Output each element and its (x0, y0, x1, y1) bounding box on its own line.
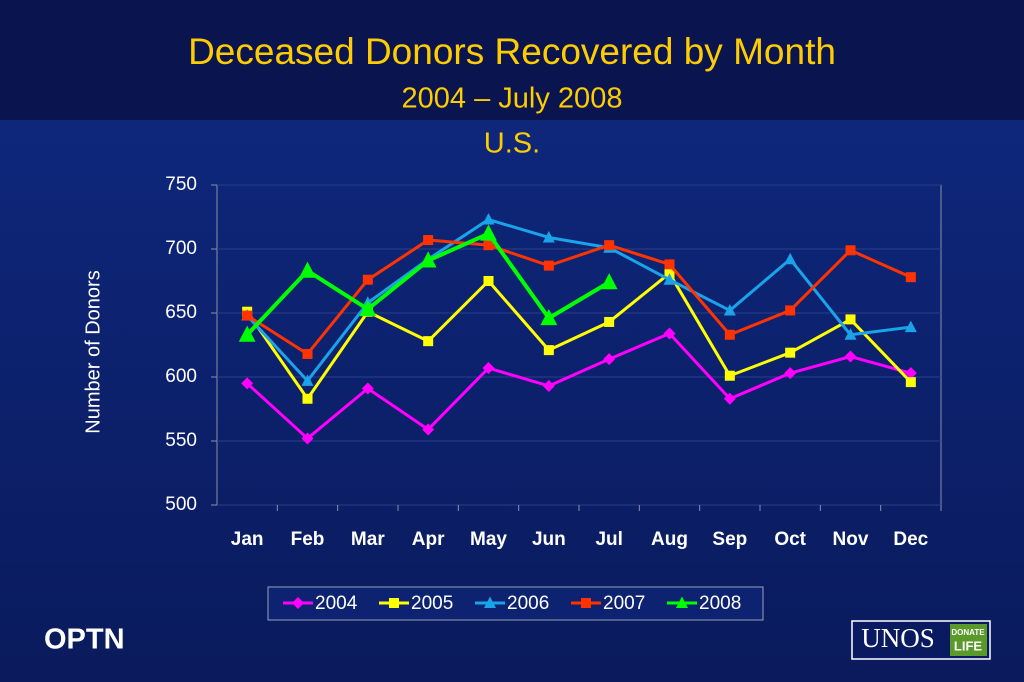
data-point (663, 327, 676, 340)
data-point (361, 382, 374, 395)
chart-title: Deceased Donors Recovered by Month (188, 31, 836, 72)
data-point (242, 310, 253, 321)
data-point (904, 320, 917, 333)
y-tick-label: 550 (165, 430, 197, 451)
legend-label: 2006 (507, 593, 549, 614)
legend-label: 2008 (699, 593, 741, 614)
data-point (904, 367, 917, 380)
footer-left: OPTN (44, 624, 125, 656)
data-point (600, 273, 618, 290)
legend-marker (581, 598, 591, 608)
data-point (299, 261, 316, 278)
data-point (724, 370, 735, 381)
data-point (723, 392, 736, 405)
legend-label: 2007 (603, 593, 645, 614)
data-point (482, 213, 495, 225)
data-point (301, 432, 314, 445)
legend-marker (389, 598, 399, 608)
x-tick-label: Oct (774, 529, 806, 550)
legend-marker (484, 596, 496, 608)
data-point (302, 393, 313, 404)
data-point (845, 245, 856, 256)
data-point (723, 303, 736, 316)
data-point (905, 377, 916, 388)
data-point (604, 316, 615, 327)
logo-text: UNOS (861, 623, 935, 653)
data-point (241, 377, 254, 390)
data-point (844, 328, 857, 340)
data-point (604, 240, 615, 251)
x-tick-label: May (470, 529, 507, 550)
y-tick-label: 500 (165, 494, 197, 515)
badge-text: DONATE (951, 628, 985, 637)
x-tick-label: Aug (651, 529, 688, 550)
data-point (483, 276, 494, 286)
data-point (483, 240, 494, 251)
data-point (422, 423, 435, 436)
x-tick-label: Sep (712, 529, 747, 550)
series-line (246, 238, 912, 356)
data-point (542, 379, 555, 392)
data-point (540, 309, 558, 326)
badge (950, 624, 987, 656)
data-point (480, 224, 497, 241)
data-point (845, 314, 856, 325)
data-point (359, 300, 377, 317)
data-point (238, 325, 256, 342)
data-point (301, 374, 314, 386)
badge-text: LIFE (954, 638, 982, 653)
y-axis-label: Number of Donors (82, 270, 104, 433)
x-tick-label: Jan (231, 529, 264, 550)
chart-subtitle: U.S. (484, 128, 540, 160)
legend-marker (676, 596, 688, 608)
x-tick-label: Dec (893, 529, 928, 550)
header-band (0, 0, 1024, 120)
data-point (663, 273, 676, 285)
x-tick-label: Apr (412, 529, 445, 550)
data-point (785, 347, 796, 358)
x-tick-label: Jul (595, 529, 622, 550)
chart-subtitle: 2004 – July 2008 (402, 83, 623, 115)
x-tick-label: Nov (833, 529, 869, 550)
x-tick-label: Feb (291, 529, 325, 550)
series-line (245, 271, 912, 401)
data-point (664, 259, 675, 270)
data-point (844, 350, 857, 363)
data-point (603, 353, 616, 366)
legend-marker (292, 597, 304, 609)
data-point (423, 235, 434, 246)
y-tick-label: 700 (165, 238, 197, 259)
data-point (785, 305, 796, 316)
data-point (543, 345, 554, 356)
data-point (302, 348, 313, 359)
data-point (423, 336, 434, 347)
data-point (362, 274, 373, 285)
x-tick-label: Mar (351, 529, 385, 550)
data-point (543, 260, 554, 271)
legend-label: 2005 (411, 593, 453, 614)
data-point (419, 251, 437, 268)
legend-label: 2004 (315, 593, 358, 614)
data-point (724, 329, 735, 340)
series-line (246, 331, 912, 440)
y-tick-label: 750 (165, 174, 197, 195)
series-line (246, 218, 912, 383)
data-point (482, 362, 495, 375)
y-tick-label: 600 (165, 366, 197, 387)
y-tick-label: 650 (165, 302, 197, 323)
data-point (784, 252, 797, 265)
data-point (542, 230, 555, 243)
x-tick-label: Jun (532, 529, 566, 550)
data-point (905, 272, 916, 283)
data-point (784, 367, 797, 380)
